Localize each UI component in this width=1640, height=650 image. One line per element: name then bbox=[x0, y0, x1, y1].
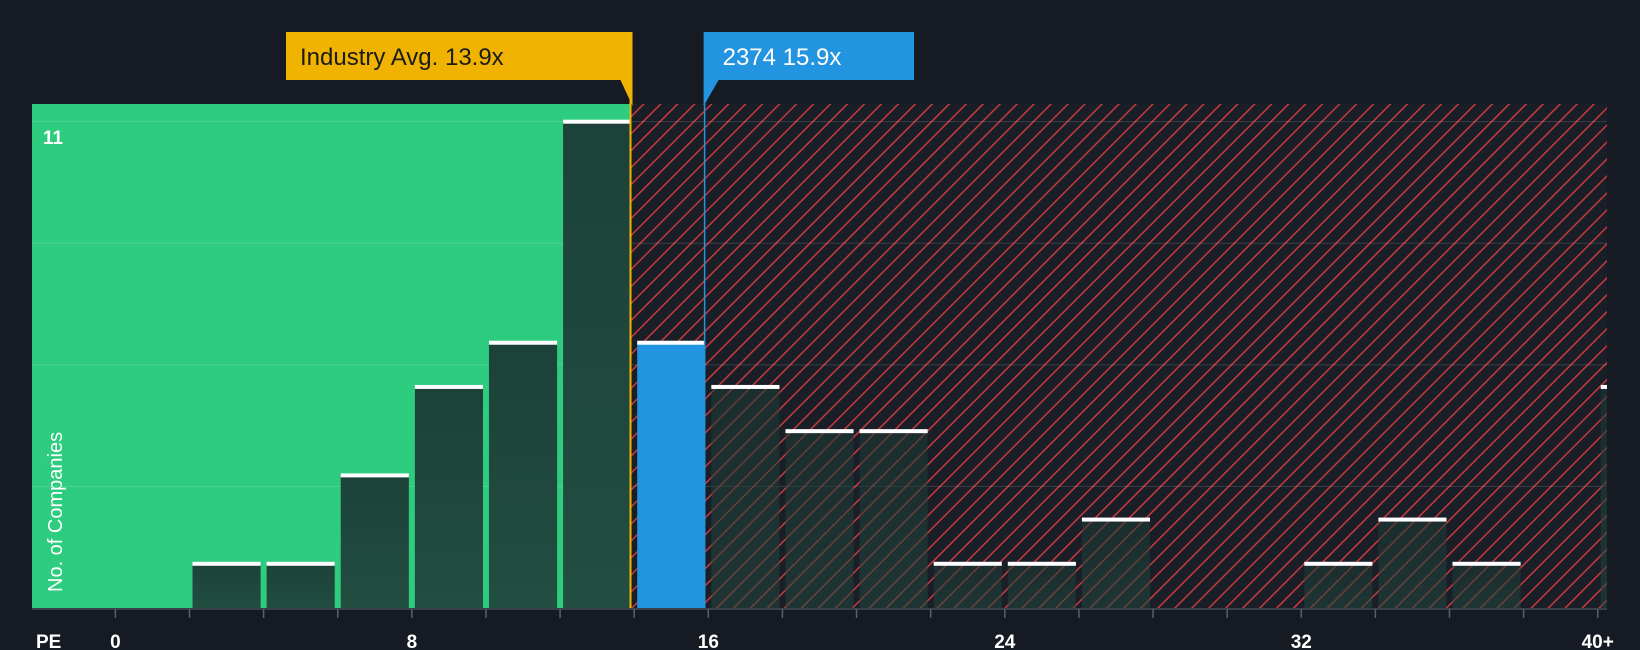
histogram-bar bbox=[933, 563, 1002, 608]
x-tick-label: 32 bbox=[1291, 632, 1312, 650]
histogram-bar bbox=[563, 121, 632, 609]
histogram-bar bbox=[340, 475, 409, 608]
x-tick-label: 24 bbox=[994, 632, 1016, 650]
histogram-bar bbox=[1452, 563, 1521, 608]
x-tick-label: 40+ bbox=[1582, 632, 1614, 650]
x-axis-ticks: 0 8 16 24 32 40+ bbox=[110, 609, 1614, 650]
histogram-bar bbox=[1600, 386, 1607, 608]
histogram-bar-cap bbox=[488, 340, 558, 345]
y-axis-label: No. of Companies bbox=[45, 432, 67, 592]
histogram-bar bbox=[1081, 519, 1151, 608]
industry-avg-callout: Industry Avg. 13.9x bbox=[286, 32, 633, 106]
histogram-bar-cap bbox=[192, 561, 261, 566]
histogram-bar bbox=[1007, 563, 1076, 608]
histogram-bar bbox=[859, 431, 928, 608]
histogram-bar bbox=[266, 563, 335, 608]
histogram-bar bbox=[785, 431, 854, 608]
histogram-bar bbox=[1304, 563, 1373, 608]
histogram-bar-cap bbox=[933, 561, 1002, 566]
histogram-bars bbox=[192, 119, 1607, 609]
histogram-bar-cap bbox=[563, 119, 632, 124]
histogram-bar bbox=[1378, 519, 1447, 608]
histogram-bar-cap bbox=[1452, 561, 1521, 566]
histogram-bar bbox=[414, 386, 483, 608]
y-axis-max-label: 11 bbox=[43, 128, 64, 149]
histogram-bar-cap bbox=[414, 384, 483, 389]
industry-avg-callout-box bbox=[286, 32, 633, 106]
x-tick-label: 16 bbox=[698, 632, 719, 650]
x-axis-label: PE bbox=[36, 632, 61, 650]
histogram-bar-cap bbox=[1304, 561, 1373, 566]
histogram-bar-cap bbox=[637, 340, 706, 345]
histogram-bar bbox=[488, 342, 558, 608]
histogram-bar-cap bbox=[266, 561, 335, 566]
histogram-bar-cap bbox=[785, 429, 854, 434]
histogram-bar bbox=[711, 386, 780, 608]
histogram-bar-cap bbox=[711, 384, 780, 389]
x-tick-label: 0 bbox=[110, 632, 121, 650]
histogram-bar-cap bbox=[859, 429, 928, 434]
histogram-bar bbox=[637, 342, 706, 608]
company-callout: 2374 15.9x bbox=[703, 32, 914, 106]
industry-avg-label: Industry Avg. 13.9x bbox=[300, 44, 504, 71]
company-pe-label: 2374 15.9x bbox=[723, 44, 842, 71]
histogram-bar bbox=[192, 563, 261, 608]
x-tick-label: 8 bbox=[407, 632, 418, 650]
histogram-bar-cap bbox=[1007, 561, 1076, 566]
histogram-bar-cap bbox=[1600, 384, 1607, 389]
histogram-bar-cap bbox=[340, 473, 409, 478]
histogram-bar-cap bbox=[1378, 517, 1447, 522]
company-callout-box bbox=[703, 32, 914, 106]
histogram-bar-cap bbox=[1081, 517, 1151, 522]
